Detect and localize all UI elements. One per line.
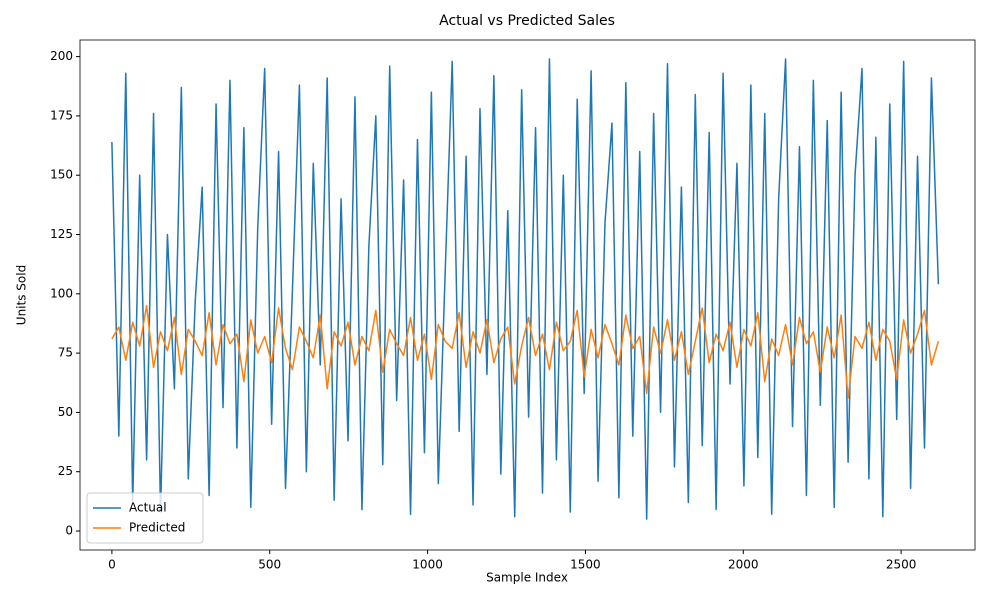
x-tick-label: 500: [258, 558, 281, 572]
legend-label: Actual: [129, 501, 167, 515]
plot-frame: [79, 39, 976, 551]
y-tick-label: 75: [58, 346, 73, 360]
x-tick-label: 0: [108, 558, 116, 572]
x-tick-label: 1000: [412, 558, 443, 572]
y-tick-label: 100: [50, 286, 73, 300]
y-tick-label: 200: [50, 49, 73, 63]
y-tick-label: 175: [50, 108, 73, 122]
x-axis-label: Sample Index: [486, 571, 568, 585]
x-tick-label: 2000: [728, 558, 759, 572]
y-axis-label: Units Sold: [15, 265, 29, 325]
y-tick-label: 50: [58, 405, 73, 419]
y-tick-label: 25: [58, 464, 73, 478]
x-tick-label: 2500: [886, 558, 917, 572]
y-tick-label: 0: [65, 524, 73, 538]
series-line: [111, 58, 940, 520]
y-tick-label: 125: [50, 227, 73, 241]
legend-label: Predicted: [129, 521, 185, 535]
legend-box: [86, 492, 204, 544]
x-tick-label: 1500: [570, 558, 601, 572]
series-line: [111, 304, 940, 399]
y-tick-label: 150: [50, 168, 73, 182]
chart-title: Actual vs Predicted Sales: [439, 13, 615, 29]
